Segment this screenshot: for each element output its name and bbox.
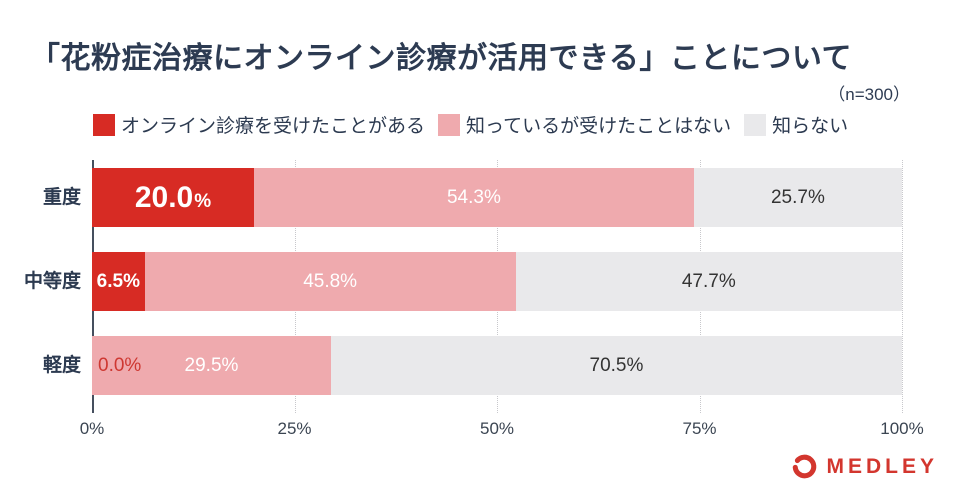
bar-segment: 45.8% (144, 252, 516, 311)
bar-segment: 6.5% (92, 252, 145, 311)
bar-segment: 29.5% (92, 336, 331, 395)
stacked-bar: 6.5% 45.8% 47.7% (92, 252, 902, 311)
medley-logo-text: MEDLEY (826, 454, 938, 478)
value-label: 25.7% (770, 186, 825, 208)
category-label: 軽度 (42, 355, 81, 376)
bar-segment: 25.7% (693, 168, 902, 227)
legend-item-0: オンライン診療を受けたことがある (93, 111, 425, 138)
legend-item-1: 知っているが受けたことはない (438, 111, 731, 138)
gridline-100 (902, 160, 903, 413)
legend-label: 知らない (772, 116, 849, 137)
legend-swatch-icon (438, 113, 461, 136)
legend: オンライン診療を受けたことがある 知っているが受けたことはない 知らない (93, 111, 848, 138)
x-tick-label: 0% (79, 419, 105, 438)
value-label: 29.5% (184, 354, 239, 376)
legend-swatch-icon (744, 113, 767, 136)
x-tick-label: 75% (682, 419, 717, 438)
legend-label: オンライン診療を受けたことがある (121, 116, 426, 137)
value-label: 54.3% (446, 186, 501, 208)
plot-area: 重度 20.0% 54.3% 25.7% 中等度 6.5% 45.8% 47.7% 軽度 0.0%… (0, 160, 903, 413)
x-axis: 0% 25% 50% 75% 100% (0, 419, 960, 439)
x-tick-label: 50% (479, 419, 515, 438)
stacked-bar: 0.0% 29.5% 70.5% (92, 336, 902, 395)
legend-label: 知っているが受けたことはない (466, 116, 732, 137)
stacked-bar: 20.0% 54.3% 25.7% (92, 168, 902, 227)
bar-segment: 70.5% (330, 336, 902, 395)
bar-row-軽度: 軽度 0.0% 29.5% 70.5% (0, 336, 902, 395)
value-label: 45.8% (303, 270, 358, 292)
medley-logo: MEDLEY (791, 453, 938, 480)
value-label: 0.0% (98, 354, 142, 376)
bar-segment: 47.7% (515, 252, 902, 311)
value-label: 6.5% (96, 270, 140, 292)
bar-segment: 54.3% (254, 168, 694, 227)
category-label: 重度 (42, 187, 81, 208)
legend-swatch-icon (93, 113, 115, 136)
value-label: 47.7% (681, 270, 736, 292)
chart-title: 「花粉症治療にオンライン診療が活用できる」ことについて (30, 42, 852, 75)
bar-segment: 20.0% (92, 168, 254, 227)
bar-row-中等度: 中等度 6.5% 45.8% 47.7% (0, 252, 902, 311)
category-label: 中等度 (23, 271, 81, 292)
value-label: 70.5% (589, 354, 644, 376)
x-tick-label: 25% (277, 419, 312, 438)
value-label: 20.0% (134, 180, 212, 214)
bar-row-重度: 重度 20.0% 54.3% 25.7% (0, 168, 902, 227)
bar-rows: 重度 20.0% 54.3% 25.7% 中等度 6.5% 45.8% 47.7% 軽度 0.0%… (0, 168, 902, 420)
medley-logo-icon (793, 454, 817, 479)
sample-size: （n=300） (828, 85, 910, 104)
legend-item-2: 知らない (744, 111, 848, 138)
x-tick-label: 100% (880, 419, 924, 438)
